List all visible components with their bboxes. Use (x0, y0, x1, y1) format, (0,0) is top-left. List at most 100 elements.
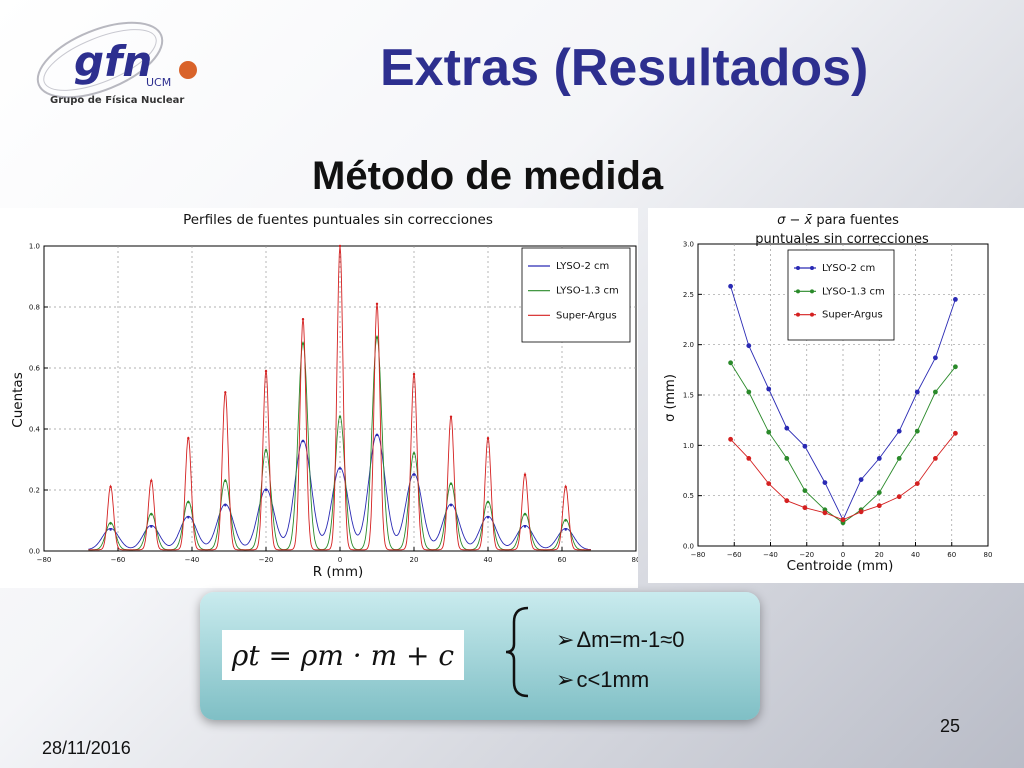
slide-date: 28/11/2016 (42, 738, 131, 758)
data-point (822, 480, 828, 485)
y-tick-label: 0.8 (29, 304, 40, 312)
data-point (728, 360, 733, 366)
peak-point (523, 473, 527, 476)
peak-point (412, 372, 416, 376)
profiles-chart: −80 −60 −40 −20 0 20 40 60 80 0.0 0.2 0.4 0.6 0.8 1.0 P… (0, 208, 640, 588)
data-point (896, 494, 902, 500)
bullet-item: Δm=m-1≈0 (556, 620, 684, 660)
peak-point (109, 528, 112, 531)
peak-point (264, 449, 268, 452)
brace-icon (505, 606, 529, 698)
peak-point (187, 437, 190, 440)
y-tick-label: 0.4 (29, 426, 41, 434)
formula-box: ρt = ρm · m + c Δm=m-1≈0 c<1mm (200, 592, 760, 720)
legend-box (521, 247, 631, 343)
data-point (933, 389, 938, 395)
data-point (953, 430, 958, 436)
data-point (746, 343, 752, 349)
peak-point (301, 318, 305, 321)
data-point (876, 456, 882, 461)
y-tick-label: 1.0 (683, 442, 694, 450)
formula: ρt = ρm · m + c (222, 630, 464, 680)
peak-point (150, 479, 153, 483)
logo-suffix: UCM (146, 76, 171, 89)
data-point (876, 490, 882, 495)
y-tick-label: 3.0 (683, 241, 694, 249)
data-point (766, 386, 772, 392)
x-tick-label: 60 (947, 551, 956, 559)
x-tick-label: 20 (875, 551, 884, 559)
peak-point (523, 525, 527, 528)
slide-title: Extras (Resultados) (380, 39, 869, 97)
data-point (896, 456, 902, 461)
peak-point (109, 485, 112, 489)
x-tick-label: 40 (911, 551, 920, 559)
x-tick-label: 80 (984, 551, 993, 559)
gfn-logo: gfn UCM Grupo de Física Nuclear (28, 8, 208, 108)
y-tick-label: 0.2 (29, 487, 40, 495)
peak-point (564, 485, 567, 489)
data-point (914, 389, 920, 395)
peak-point (338, 467, 342, 470)
legend-label: Super-Argus (822, 310, 883, 321)
data-point (766, 429, 772, 435)
data-point (933, 355, 938, 361)
x-axis-label: Centroide (mm) (787, 558, 894, 574)
peak-point (486, 437, 490, 440)
data-point (896, 428, 902, 434)
peak-point (449, 415, 453, 418)
page-number: 25 (940, 716, 961, 736)
x-tick-label: 20 (410, 556, 419, 564)
sigma-chart: −80 −60 −40 −20 0 20 40 60 80 0.0 0.5 1.0 1.5 2.0 2.5 3… (648, 208, 1024, 583)
x-axis-label: R (mm) (313, 564, 364, 580)
legend-label: LYSO-1.3 cm (822, 286, 885, 297)
legend-label: Super-Argus (556, 310, 617, 321)
peak-point (264, 488, 268, 492)
x-tick-label: −60 (111, 556, 126, 564)
y-axis-label: σ (mm) (663, 374, 678, 422)
y-tick-label: 1.5 (683, 392, 694, 400)
peak-point (187, 516, 190, 519)
legend-marker (810, 312, 814, 317)
chart-title: σ − x̄ para fuentes (777, 213, 899, 228)
data-point (914, 428, 920, 434)
peak-point (338, 244, 342, 248)
peak-point (301, 342, 305, 345)
legend-marker (796, 289, 800, 294)
slide-subtitle: Método de medida (312, 154, 664, 198)
legend-marker (810, 266, 814, 270)
x-tick-label: −40 (763, 551, 778, 559)
y-tick-label: 0.0 (29, 548, 40, 556)
logo-text: gfn (74, 37, 152, 86)
data-point (766, 481, 772, 486)
x-tick-label: 40 (484, 556, 493, 564)
data-point (822, 510, 828, 516)
logo-caption: Grupo de Física Nuclear (50, 94, 184, 106)
peak-point (224, 504, 227, 507)
data-point (728, 283, 733, 289)
bullet-list: Δm=m-1≈0 c<1mm (556, 620, 685, 700)
x-tick-label: 0 (338, 556, 342, 564)
legend-label: LYSO-2 cm (556, 261, 609, 272)
x-tick-label: −20 (799, 551, 814, 559)
peak-point (449, 504, 453, 507)
data-point (858, 509, 864, 515)
data-point (746, 389, 752, 395)
legend-label: LYSO-2 cm (822, 263, 875, 274)
peak-point (375, 336, 379, 339)
peak-point (564, 528, 567, 531)
data-point (746, 456, 752, 461)
x-tick-label: −80 (37, 556, 52, 564)
data-point (953, 364, 958, 370)
bullet-item: c<1mm (556, 660, 685, 700)
x-tick-label: 80 (632, 556, 638, 564)
peak-point (150, 513, 153, 516)
y-tick-label: 2.5 (683, 291, 694, 299)
peak-point (412, 452, 416, 455)
peak-point (264, 369, 268, 373)
peak-point (187, 501, 190, 504)
data-point (802, 443, 808, 449)
x-tick-label: −40 (185, 556, 200, 564)
chart-title-line2: puntuales sin correcciones (755, 232, 929, 247)
legend-marker (796, 266, 800, 270)
